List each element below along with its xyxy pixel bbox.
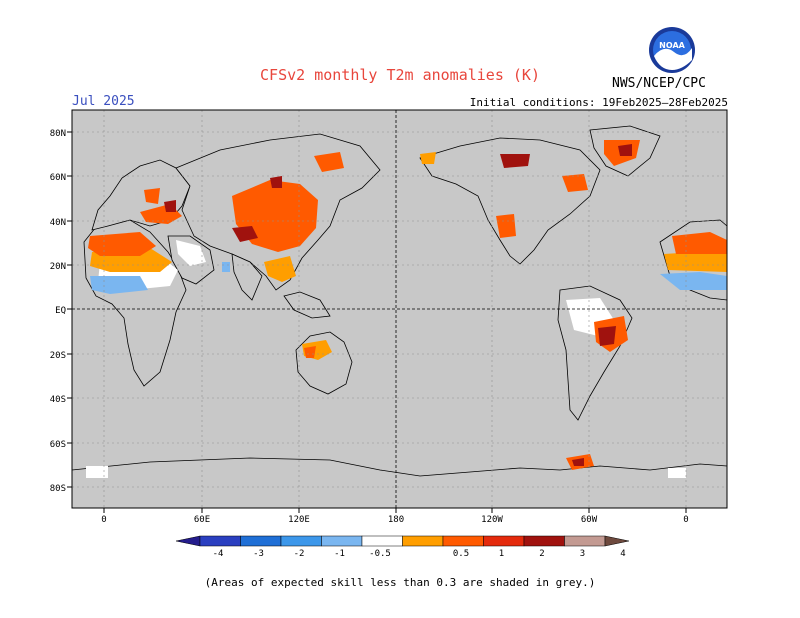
legend-label: 2 <box>539 549 544 559</box>
legend-label: -0.5 <box>369 549 391 559</box>
shade-1-2-nafrica-e <box>672 232 727 254</box>
legend-label: 0.5 <box>453 549 469 559</box>
legend-label: -3 <box>253 549 264 559</box>
legend-swatch <box>240 535 282 547</box>
lat-label: 60N <box>50 173 66 183</box>
legend-label: -4 <box>213 549 224 559</box>
legend-swatch <box>483 535 525 547</box>
shade-1-2-nafrica <box>88 232 156 256</box>
shade-1-2-siberia <box>314 152 344 172</box>
lon-label: 120E <box>288 515 310 525</box>
noaa-logo-icon: NOAA <box>649 27 695 73</box>
shade-white-arabia <box>176 240 206 266</box>
legend-label: 3 <box>580 549 585 559</box>
map-title: CFSv2 monthly T2m anomalies (K) <box>260 66 540 84</box>
legend-swatch <box>321 535 363 547</box>
legend-label: -1 <box>334 549 345 559</box>
color-legend: -4 -3 -2 -1 -0.5 0.5 1 2 3 4 <box>175 535 630 559</box>
legend-label: 1 <box>499 549 504 559</box>
shade-2-3-ant <box>572 458 584 466</box>
lon-label: 0 <box>101 515 106 525</box>
skill-footnote: (Areas of expected skill less than 0.3 a… <box>204 576 596 589</box>
initial-conditions: Initial conditions: 19Feb2025–28Feb2025 <box>469 96 728 109</box>
lon-label: 120W <box>481 515 503 525</box>
shade-2-3-tibet <box>232 226 258 242</box>
antarctica <box>72 457 727 508</box>
legend-swatch <box>523 535 565 547</box>
shade-1-2-usw <box>496 214 516 238</box>
forecast-month: Jul 2025 <box>72 94 135 109</box>
shade-2-3-greenland <box>618 144 632 156</box>
logo-text: NOAA <box>659 41 685 50</box>
graticule <box>72 110 727 508</box>
legend-swatch <box>442 535 484 547</box>
india <box>231 253 263 301</box>
shade-1-2-canada <box>562 174 588 192</box>
lat-label: 40N <box>50 218 66 228</box>
legend-swatch <box>402 535 444 547</box>
shade-2-3-caspian <box>164 200 176 212</box>
shade-white-ant1 <box>86 466 108 478</box>
agency-label: NWS/NCEP/CPC <box>612 76 706 91</box>
shade-1-2-nz <box>304 346 316 358</box>
lat-label: 60S <box>50 440 66 450</box>
longitude-axis: 0 60E 120E 180 120W 60W 0 <box>101 508 689 525</box>
legend-label: -2 <box>294 549 305 559</box>
lat-label: 20S <box>50 351 66 361</box>
shade-1-2-alaska <box>420 152 436 164</box>
lon-label: 180 <box>388 515 404 525</box>
lon-label: 60W <box>581 515 598 525</box>
lon-label: 0 <box>683 515 688 525</box>
anomaly-shading <box>86 140 727 478</box>
legend-swatch <box>564 535 606 547</box>
lat-label: 20N <box>50 262 66 272</box>
shade-2-3-brazil <box>598 326 616 346</box>
shade-cool-sahel <box>90 276 148 294</box>
legend-label: 4 <box>620 549 625 559</box>
legend-swatch <box>280 535 322 547</box>
shade-cool-arabia <box>222 262 230 272</box>
shade-warm-sahara-e <box>664 250 727 272</box>
shade-1-2-iberia <box>144 188 160 204</box>
shade-warm-india <box>264 256 296 282</box>
legend-swatch <box>199 535 241 547</box>
shade-2-3-canada <box>500 154 530 168</box>
lat-label: EQ <box>55 306 66 316</box>
se-asia-islands <box>283 291 331 319</box>
latitude-axis: 80N 60N 40N 20N EQ 20S 40S 60S 80S <box>50 129 72 494</box>
legend-arrow-left <box>175 535 201 547</box>
shade-2-3-mongolia <box>270 176 282 188</box>
lat-label: 80N <box>50 129 66 139</box>
legend-arrow-right <box>604 535 630 547</box>
shade-cool-sahel-2 <box>660 272 727 290</box>
lon-label: 60E <box>194 515 210 525</box>
legend-swatch <box>361 535 403 547</box>
north-america <box>419 137 601 265</box>
lat-label: 80S <box>50 484 66 494</box>
shade-white-ant2 <box>668 468 686 478</box>
lat-label: 40S <box>50 395 66 405</box>
